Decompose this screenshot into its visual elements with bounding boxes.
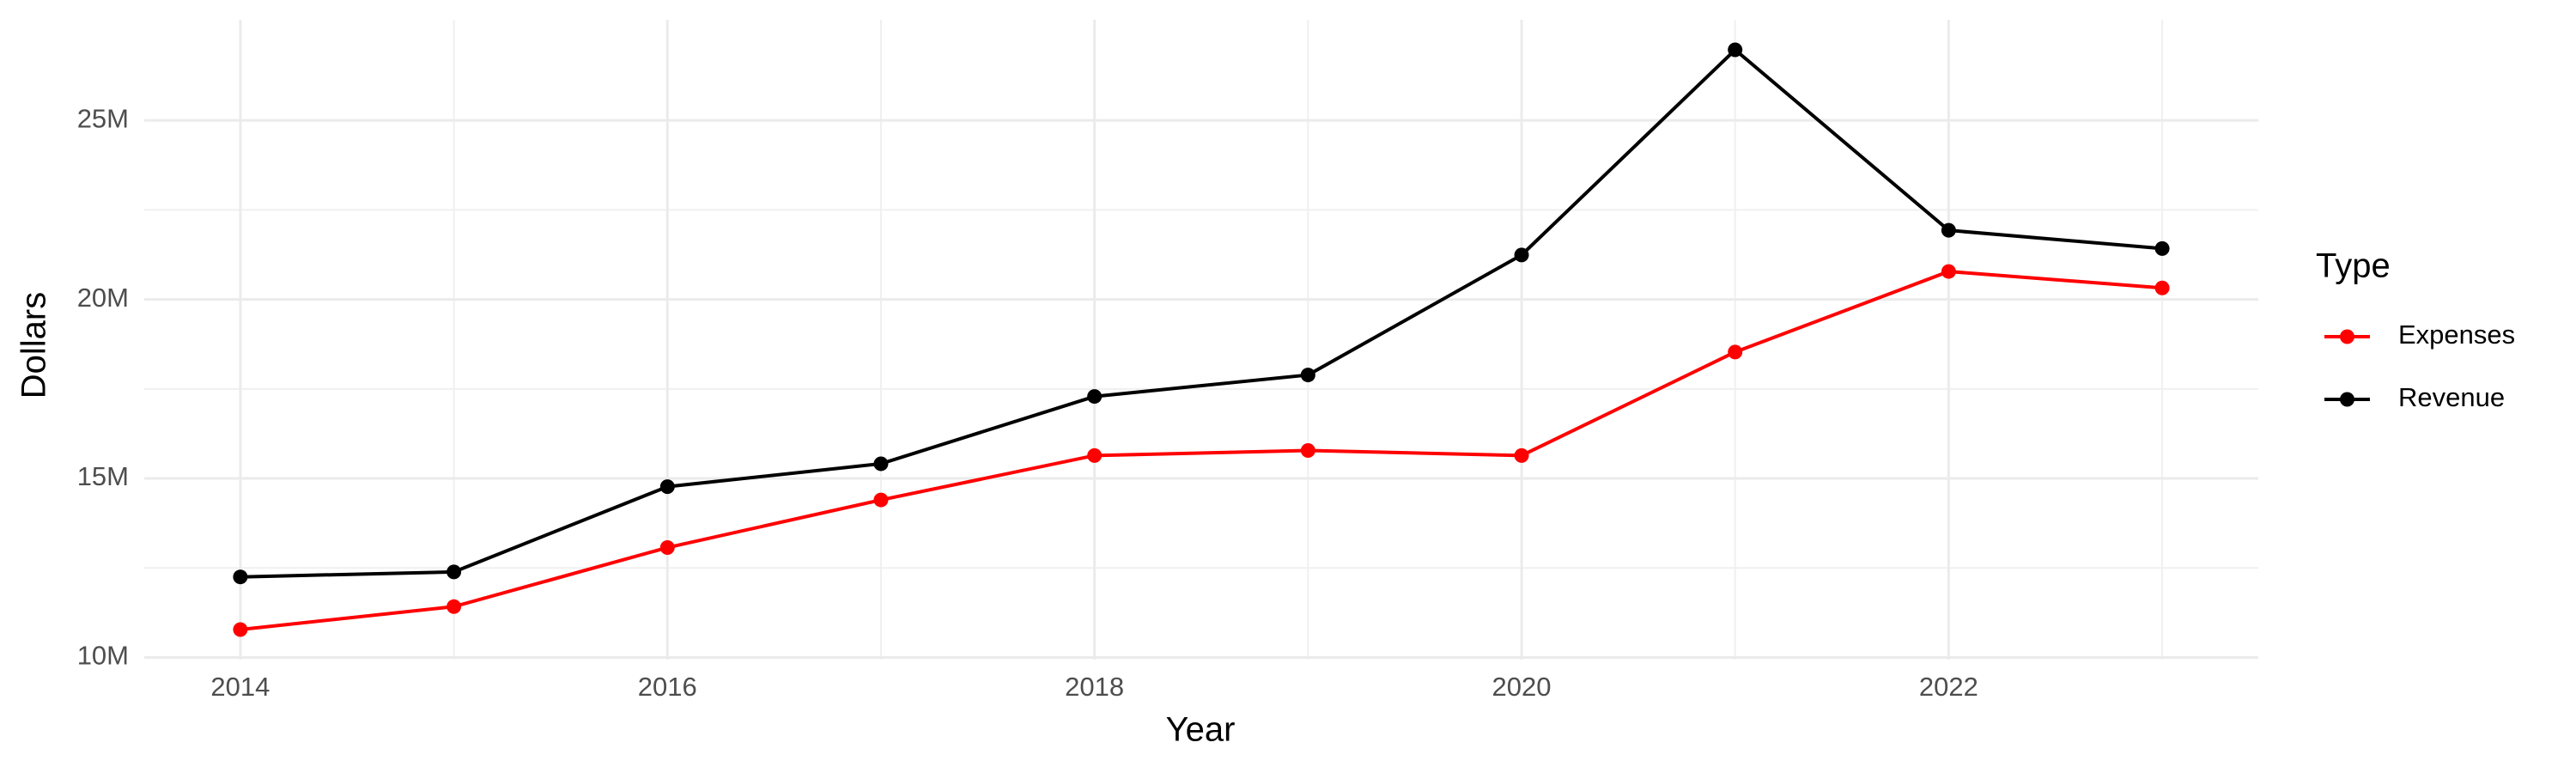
x-tick-label: 2022 [1919,672,1978,702]
data-point [2154,280,2170,295]
data-point [233,569,248,585]
grid [144,20,2258,660]
y-tick-label: 25M [77,103,129,133]
x-tick-label: 2014 [210,672,270,702]
plot [233,42,2170,637]
data-point [1514,247,1529,263]
data-point [873,492,889,508]
y-axis-title: Dollars [15,292,53,399]
y-tick-label: 10M [77,641,129,671]
legend-item: Expenses [2324,320,2515,350]
y-tick-label: 15M [77,461,129,491]
data-point [659,479,675,495]
data-point [2154,240,2170,256]
legend-key-point [2340,329,2354,344]
data-point [1087,447,1103,463]
data-point [1514,447,1529,463]
x-axis-title: Year [1166,711,1236,749]
data-point [1941,222,1956,238]
legend-title: Type [2316,247,2391,285]
x-tick-label: 2018 [1065,672,1124,702]
data-point [659,540,675,556]
data-point [1300,368,1315,383]
legend-key-point [2340,392,2354,407]
series-line [240,270,2163,631]
data-point [1300,443,1315,459]
legend-label: Revenue [2398,382,2505,412]
series-line [240,47,2163,579]
data-point [447,564,462,580]
x-tick-label: 2020 [1492,672,1552,702]
data-point [1728,344,1743,360]
legend-label: Expenses [2398,320,2515,350]
data-point [873,456,889,472]
y-tick-label: 20M [77,283,129,313]
data-point [233,622,248,637]
legend-item: Revenue [2324,382,2505,412]
data-point [447,599,462,614]
data-point [1087,389,1103,405]
x-tick-label: 2016 [638,672,697,702]
data-point [1941,264,1956,279]
data-point [1728,42,1743,58]
